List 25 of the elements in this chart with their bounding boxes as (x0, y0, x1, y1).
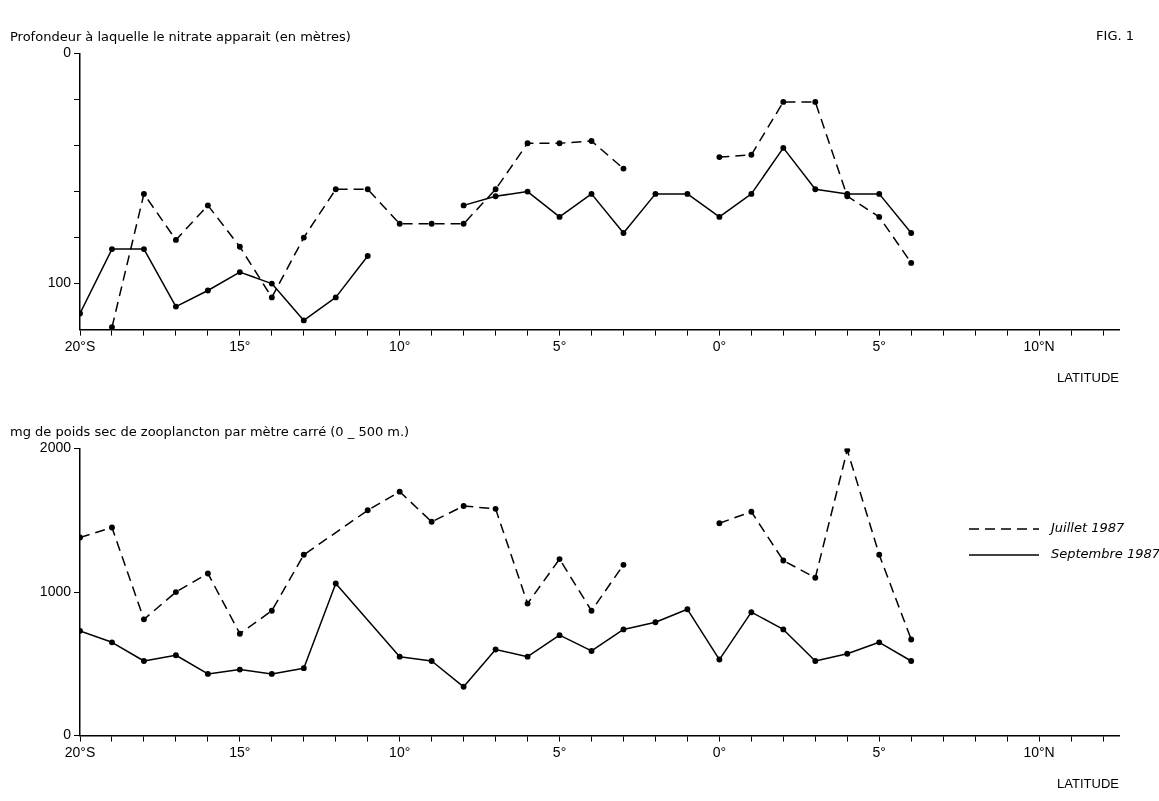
x-axis-title: LATITUDE (1057, 775, 1120, 791)
x-axis-title: LATITUDE (1057, 369, 1120, 385)
y-tick-label: 0 (63, 44, 72, 61)
x-tick-label: 5° (552, 337, 567, 354)
x-tick-label: 0° (712, 743, 727, 760)
x-tick-label: 0° (712, 337, 727, 354)
chart-title: Profondeur à laquelle le nitrate apparait (en mètres) (10, 29, 351, 45)
y-tick-label: 100 (47, 274, 72, 291)
x-tick-label: 5° (872, 337, 886, 354)
x-tick-label: 10°N (1023, 337, 1055, 354)
x-tick-label: 20°S (64, 337, 96, 354)
x-tick-label: 10° (389, 743, 411, 760)
chart-title: mg de poids sec de zooplancton par mètre carré (0 _ 500 m.) (10, 424, 410, 440)
y-tick-label: 1000 (39, 582, 72, 599)
y-tick-label: 0 (63, 726, 72, 743)
x-tick-label: 10° (389, 337, 411, 354)
x-tick-label: 5° (872, 743, 886, 760)
x-tick-label: 15° (229, 743, 251, 760)
x-tick-label: 5° (552, 743, 567, 760)
x-tick-label: 20°S (64, 743, 96, 760)
y-tick-label: 2000 (39, 439, 72, 456)
caption: FIG. 1 (1096, 27, 1134, 43)
x-tick-label: 10°N (1023, 743, 1055, 760)
x-tick-label: 15° (229, 337, 251, 354)
text: Juillet 1987 (1048, 520, 1125, 536)
